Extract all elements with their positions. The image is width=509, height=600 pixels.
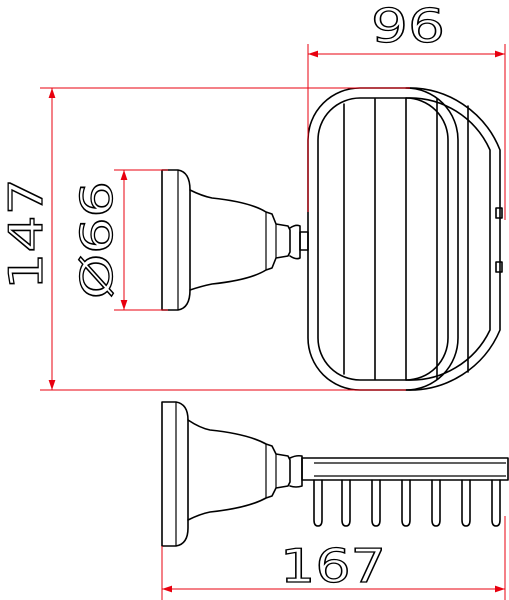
side-wall-plate xyxy=(161,401,189,547)
front-wall-plate xyxy=(161,169,191,311)
front-basket xyxy=(307,87,503,391)
dimension-147: 147 xyxy=(0,87,410,391)
side-neck xyxy=(187,419,303,521)
side-basket xyxy=(301,457,509,527)
side-view xyxy=(161,401,509,547)
dimension-96: 96 xyxy=(307,0,506,220)
front-view xyxy=(161,87,503,391)
dimension-167-label: 167 xyxy=(280,539,386,593)
dimension-96-label: 96 xyxy=(371,0,445,53)
basket-legs xyxy=(313,479,501,527)
basket-bars xyxy=(343,97,469,381)
dimension-167: 167 xyxy=(161,516,506,600)
dimension-diameter-66-label: Ø66 xyxy=(72,181,123,299)
dimension-diameter-66: Ø66 xyxy=(71,169,168,311)
dimension-147-label: 147 xyxy=(0,178,53,290)
front-neck xyxy=(189,189,309,291)
